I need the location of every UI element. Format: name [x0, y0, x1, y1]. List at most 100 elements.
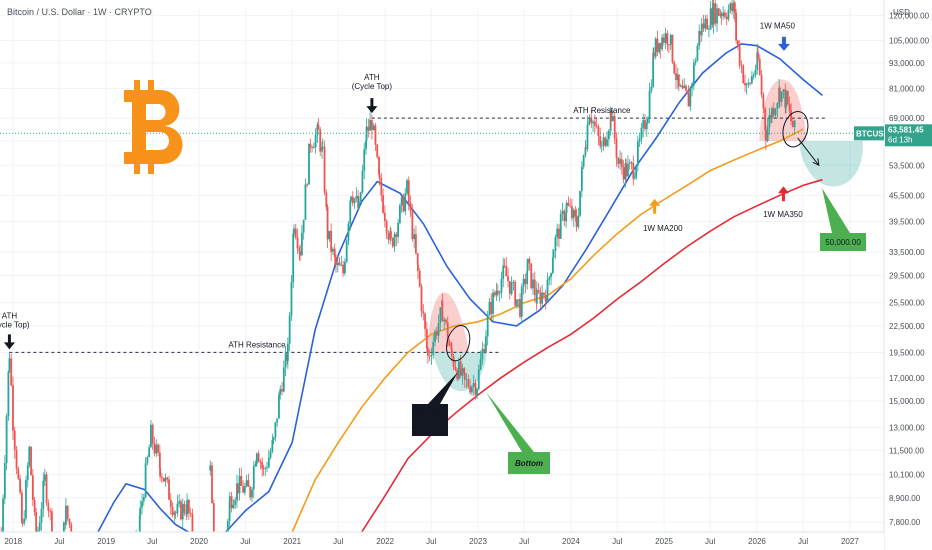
candle-body: [309, 143, 312, 148]
candle-body: [435, 331, 438, 336]
candle-body: [505, 265, 508, 277]
candle-body: [673, 62, 676, 74]
y-tick-label: 81,000.00: [889, 84, 925, 93]
candle-body: [742, 65, 745, 83]
candle-body: [582, 155, 585, 167]
x-tick-label: Jul: [519, 537, 529, 546]
y-tick-label: 7,800.00: [889, 518, 921, 527]
x-tick-label: Jul: [54, 537, 64, 546]
candle-body: [625, 163, 628, 177]
candle-body: [365, 126, 368, 141]
candle-body: [771, 108, 773, 119]
ath-label-2021: ATH: [364, 73, 380, 82]
bottom-text: Bottom: [515, 459, 543, 468]
x-tick-label: 2025: [655, 537, 673, 546]
currency-label: USD: [893, 8, 910, 17]
candle-body: [49, 510, 52, 512]
candle-body: [162, 478, 165, 482]
candle-body: [633, 177, 636, 179]
candle-body: [493, 292, 496, 296]
candle-body: [417, 265, 419, 271]
candle-body: [424, 313, 426, 330]
candle-body: [180, 501, 182, 520]
candle-body: [638, 139, 641, 142]
candle-body: [526, 270, 529, 285]
candle-body: [689, 87, 692, 107]
candle-body: [584, 147, 587, 156]
candle-body: [380, 177, 383, 196]
candle-body: [659, 43, 662, 50]
candle-body: [321, 147, 323, 152]
candle-body: [42, 480, 45, 509]
ath-arrow-2017: [3, 334, 15, 350]
candle-body: [391, 238, 394, 247]
candle-body: [247, 480, 250, 487]
candle-body: [687, 93, 690, 107]
candle-body: [450, 346, 453, 349]
ma50-label: 1W MA50: [760, 21, 796, 30]
x-tick-label: Jul: [612, 537, 622, 546]
candle-body: [139, 507, 142, 516]
candle-body: [367, 126, 370, 131]
candle-body: [415, 234, 417, 254]
candle-body: [343, 261, 346, 274]
candle-body: [311, 147, 313, 149]
candle-body: [552, 251, 555, 258]
candle-body: [579, 190, 581, 216]
current-price-symbol: BTCUSD: [856, 129, 890, 138]
we-are-here-text-2: here: [422, 420, 439, 429]
candle-body: [430, 354, 433, 357]
candle-body: [539, 292, 542, 304]
candle-body: [648, 90, 651, 120]
candle-body: [397, 222, 399, 238]
candle-body: [232, 504, 235, 509]
candle-body: [592, 121, 594, 124]
candle-body: [481, 349, 484, 360]
ma50-arrow: [777, 36, 790, 51]
candle-body: [443, 319, 446, 322]
candle-body: [463, 368, 466, 374]
candle-body: [551, 257, 554, 274]
candle-body: [458, 361, 460, 379]
candle-body: [716, 8, 718, 24]
candle-body: [160, 476, 163, 479]
candle-body: [733, 2, 736, 13]
candle-body: [574, 209, 577, 217]
resistance-levels: [0, 117, 884, 353]
candle-body: [211, 465, 213, 504]
ma350-label: 1W MA350: [763, 210, 803, 219]
candle-body: [251, 489, 253, 498]
candle-body: [402, 197, 405, 212]
candle-body: [782, 89, 785, 92]
bottom-zone-2026: [798, 140, 863, 187]
candle-body: [646, 119, 649, 124]
candle-body: [144, 463, 147, 498]
candle-body: [517, 299, 520, 301]
target-text: 50,000.00: [825, 238, 861, 247]
candle-body: [474, 383, 477, 395]
candle-body: [363, 149, 366, 171]
candle-body: [565, 202, 568, 213]
candle-body: [524, 278, 527, 285]
candle-body: [146, 456, 149, 464]
candle-body: [398, 205, 401, 223]
candle-body: [357, 201, 360, 209]
candle-body: [2, 498, 4, 532]
candle-body: [571, 206, 573, 219]
candle-body: [469, 386, 472, 393]
candle-body: [550, 273, 552, 278]
candle-body: [452, 356, 455, 367]
candle-body: [418, 270, 421, 287]
candle-body: [558, 228, 560, 239]
candle-body: [157, 444, 159, 453]
candle-body: [744, 82, 746, 86]
candle-body: [580, 166, 583, 191]
candle-body: [314, 134, 317, 148]
candle-body: [390, 231, 392, 239]
ath-resistance-label-1: ATH Resistance: [228, 340, 286, 349]
candle-body: [461, 368, 464, 376]
candle-body: [541, 292, 544, 304]
candle-body: [439, 307, 442, 324]
candle-body: [21, 522, 24, 524]
candle-body: [619, 159, 621, 164]
